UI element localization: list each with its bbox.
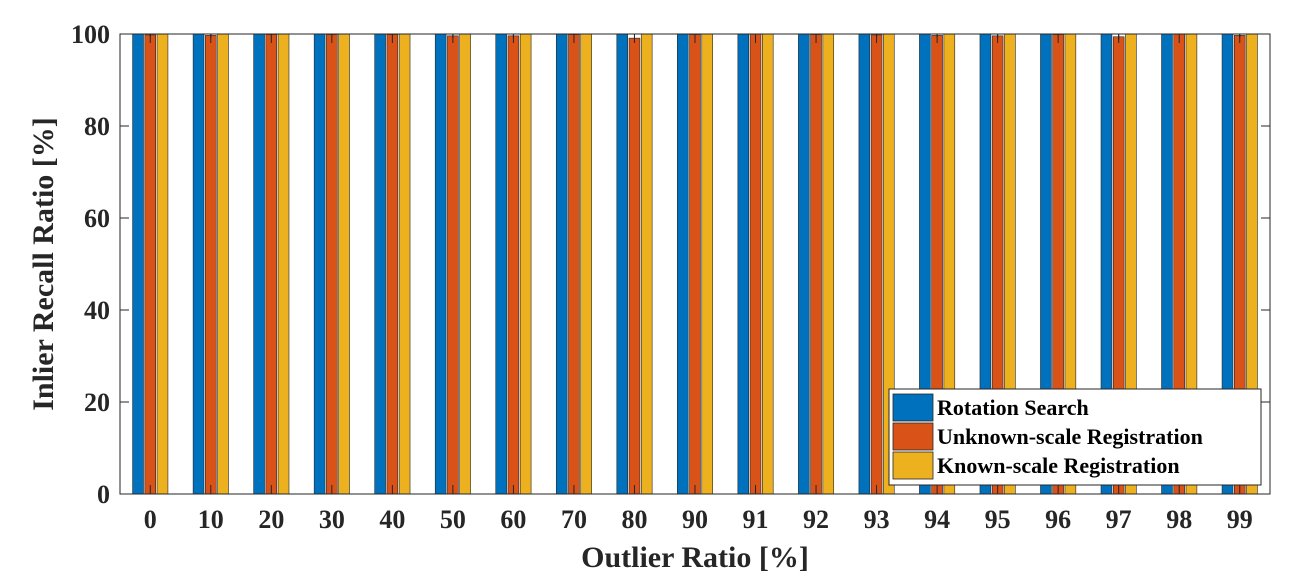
bar-unknown-scale-registration-60 [507, 35, 520, 495]
legend-label-rotation-search: Rotation Search [937, 395, 1089, 420]
bar-rotation-search-91 [737, 33, 750, 495]
bar-rotation-search-80 [616, 33, 628, 495]
bar-known-scale-registration-70 [580, 33, 592, 495]
bar-unknown-scale-registration-40 [386, 34, 399, 495]
bar-unknown-scale-registration-0 [144, 34, 157, 495]
x-tick-label-40: 40 [379, 505, 405, 534]
bar-rotation-search-60 [495, 33, 507, 495]
legend-label-known-scale-registration: Known-scale Registration [937, 453, 1180, 478]
bar-known-scale-registration-91 [762, 33, 774, 495]
x-tick-label-95: 95 [985, 505, 1011, 534]
bar-unknown-scale-registration-92 [810, 34, 822, 495]
y-tick-label-20: 20 [84, 388, 110, 417]
bar-known-scale-registration-30 [338, 33, 350, 495]
bar-rotation-search-92 [798, 33, 810, 495]
x-tick-label-70: 70 [561, 505, 587, 534]
bar-known-scale-registration-92 [822, 33, 835, 495]
x-tick-label-20: 20 [258, 505, 284, 534]
bar-rotation-search-50 [434, 33, 447, 495]
bar-rotation-search-90 [677, 33, 689, 495]
legend-swatch-known-scale-registration [892, 451, 934, 480]
x-tick-label-80: 80 [621, 505, 647, 534]
legend-label-unknown-scale-registration: Unknown-scale Registration [937, 424, 1203, 449]
bar-unknown-scale-registration-91 [749, 33, 762, 495]
x-tick-label-97: 97 [1106, 505, 1132, 534]
bar-known-scale-registration-80 [640, 33, 653, 495]
bar-unknown-scale-registration-90 [689, 34, 701, 495]
bar-known-scale-registration-20 [277, 33, 290, 495]
bar-unknown-scale-registration-30 [326, 34, 338, 495]
bar-unknown-scale-registration-50 [447, 35, 459, 495]
bar-rotation-search-0 [132, 33, 144, 495]
bar-unknown-scale-registration-70 [568, 34, 580, 495]
x-tick-label-92: 92 [803, 505, 829, 534]
legend-box [888, 388, 1262, 486]
x-tick-label-50: 50 [440, 505, 466, 534]
x-tick-label-91: 91 [743, 505, 769, 534]
x-tick-label-90: 90 [682, 505, 708, 534]
y-tick-label-0: 0 [97, 480, 110, 509]
y-tick-label-40: 40 [84, 296, 110, 325]
bar-rotation-search-10 [192, 33, 205, 495]
y-tick-label-60: 60 [84, 204, 110, 233]
bar-unknown-scale-registration-80 [628, 37, 641, 495]
x-tick-label-10: 10 [198, 505, 224, 534]
bar-rotation-search-93 [858, 33, 871, 495]
bar-known-scale-registration-90 [701, 33, 713, 495]
x-tick-label-96: 96 [1045, 505, 1071, 534]
bar-rotation-search-40 [374, 33, 386, 495]
bar-rotation-search-70 [555, 33, 568, 495]
x-tick-label-60: 60 [500, 505, 526, 534]
x-tick-label-93: 93 [864, 505, 890, 534]
ticks-layer: 0 20 40 60 80 100 0 10 20 30 40 50 60 70 80 90 91 92 93 94 9… [71, 20, 1270, 534]
x-tick-label-0: 0 [144, 505, 157, 534]
legend: Rotation Search Unknown-scale Registrati… [888, 388, 1262, 486]
x-tick-label-98: 98 [1166, 505, 1192, 534]
bar-unknown-scale-registration-10 [205, 35, 217, 495]
y-axis-label: Inlier Recall Ratio [%] [27, 117, 60, 411]
y-tick-label-100: 100 [71, 20, 110, 49]
x-tick-label-94: 94 [924, 505, 950, 534]
bar-unknown-scale-registration-93 [870, 34, 883, 495]
legend-swatch-unknown-scale-registration [892, 422, 934, 451]
bar-rotation-search-20 [253, 33, 265, 495]
bars-layer [132, 33, 1258, 495]
bar-known-scale-registration-10 [217, 33, 229, 495]
bar-unknown-scale-registration-20 [265, 34, 278, 495]
bar-known-scale-registration-60 [519, 33, 532, 495]
bar-known-scale-registration-40 [398, 33, 411, 495]
bar-known-scale-registration-50 [459, 33, 471, 495]
legend-swatch-rotation-search [892, 393, 934, 422]
x-tick-label-30: 30 [319, 505, 345, 534]
bar-known-scale-registration-0 [156, 33, 169, 495]
x-axis-label: Outlier Ratio [%] [581, 541, 809, 574]
x-tick-label-99: 99 [1227, 505, 1253, 534]
bar-rotation-search-30 [313, 33, 326, 495]
y-tick-label-80: 80 [84, 112, 110, 141]
